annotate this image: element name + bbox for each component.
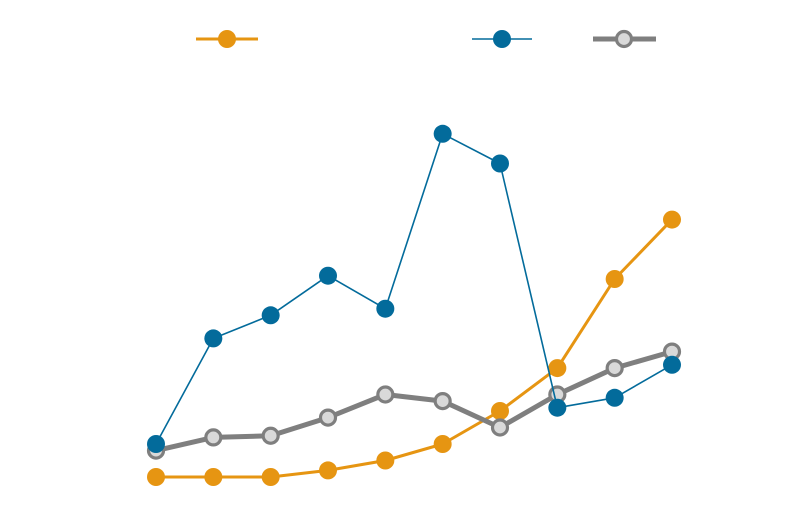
series-1-point-5: [376, 299, 395, 318]
series-2-point-9: [605, 359, 624, 378]
series-0-point-2: [204, 468, 223, 486]
series-2-point-5: [376, 385, 395, 404]
legend-marker-2: [614, 29, 634, 49]
series-1: [147, 124, 681, 453]
series-1-point-4: [319, 266, 337, 285]
series-0: [147, 210, 681, 486]
series-1-point-1: [147, 435, 165, 453]
series-0-point-10: [663, 210, 681, 229]
series-1-point-8: [548, 398, 567, 417]
series-2-point-3: [261, 426, 280, 445]
legend-entry-0: [196, 30, 258, 48]
legend-entry-2: [593, 29, 656, 49]
series-1-point-6: [433, 124, 452, 143]
series-0-point-5: [376, 451, 395, 470]
series-0-point-1: [147, 468, 165, 486]
series-0-point-3: [261, 468, 280, 486]
series-0-line: [156, 218, 674, 479]
series-2-point-2: [204, 428, 223, 447]
series-1-point-10: [663, 355, 681, 374]
series-1-point-7: [491, 154, 509, 173]
series-1-point-9: [605, 388, 624, 407]
series-0-point-9: [605, 270, 624, 288]
legend-entry-1: [472, 30, 532, 48]
series-2-point-7: [490, 418, 510, 437]
series-0-point-4: [319, 461, 337, 480]
series-2-point-4: [318, 408, 338, 427]
series-0-point-7: [491, 402, 509, 420]
series-2-point-6: [433, 392, 452, 411]
plot-area: [146, 124, 682, 486]
series-0-point-8: [548, 359, 567, 378]
series-0-point-6: [433, 435, 452, 453]
series-1-point-3: [261, 306, 280, 325]
series-2-line: [155, 349, 673, 454]
series-1-line: [155, 133, 673, 445]
series-1-point-2: [204, 329, 223, 348]
legend-marker-1: [493, 30, 511, 48]
legend-marker-0: [218, 30, 236, 48]
legend: [196, 29, 656, 49]
